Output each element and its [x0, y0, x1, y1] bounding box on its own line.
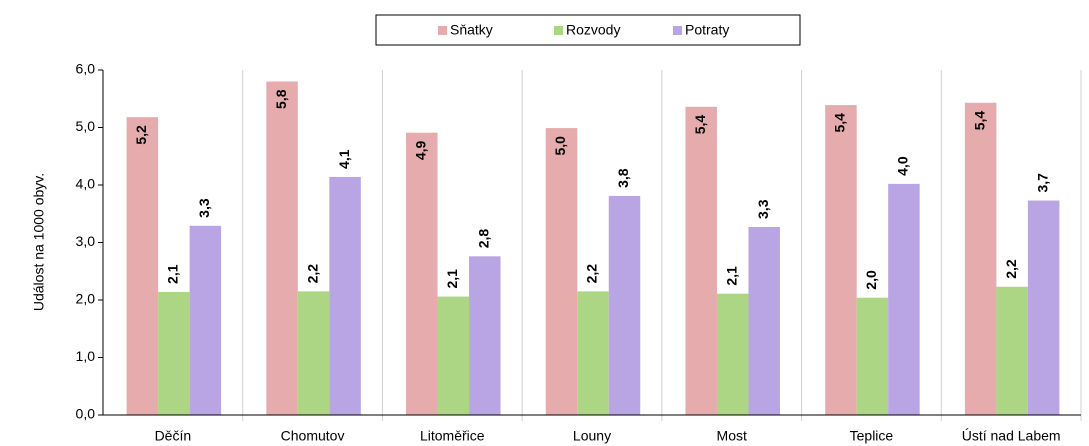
x-tick-label: Chomutov: [281, 428, 345, 444]
data-label: 5,4: [971, 111, 987, 131]
data-label: 2,1: [444, 269, 460, 289]
bar: [437, 296, 470, 415]
legend-label: Rozvody: [566, 22, 620, 38]
data-label: 5,4: [832, 113, 848, 133]
bar: [545, 128, 578, 415]
legend-label: Sňatky: [450, 22, 493, 38]
bar: [406, 132, 438, 416]
bar: [329, 176, 361, 415]
bar: [685, 106, 717, 416]
data-label: 4,9: [412, 140, 428, 160]
data-label: 4,0: [895, 156, 911, 176]
bar: [608, 195, 641, 415]
x-tick-label: Ústí nad Labem: [962, 428, 1061, 444]
data-label: 4,1: [336, 149, 352, 169]
bar: [126, 117, 159, 416]
y-axis-label: Událost na 1000 obyv.: [31, 173, 47, 311]
y-tick-label: 3,0: [76, 233, 96, 249]
bar: [888, 183, 920, 415]
bar: [577, 291, 609, 415]
bar: [266, 81, 298, 415]
x-tick-label: Teplice: [850, 428, 894, 444]
y-tick-label: 0,0: [76, 406, 96, 422]
legend-label: Potraty: [685, 22, 729, 38]
data-label: 3,3: [755, 199, 771, 219]
bar: [964, 102, 997, 416]
data-label: 2,1: [723, 266, 739, 286]
x-tick-label: Louny: [573, 428, 611, 444]
data-label: 5,0: [552, 136, 568, 156]
data-label: 2,1: [165, 264, 181, 284]
data-label: 5,4: [692, 115, 708, 135]
x-tick-label: Litoměřice: [420, 428, 485, 444]
data-label: 5,8: [273, 89, 289, 109]
legend-swatch: [438, 26, 447, 35]
data-label: 3,3: [196, 198, 212, 218]
data-label: 2,8: [475, 229, 491, 249]
bar: [469, 256, 501, 415]
legend-swatch: [554, 26, 563, 35]
bar: [189, 225, 222, 415]
data-label: 3,7: [1034, 173, 1050, 193]
y-tick-label: 5,0: [76, 118, 96, 134]
data-label: 3,8: [615, 168, 631, 188]
data-label: 2,2: [584, 264, 600, 284]
legend-swatch: [673, 26, 682, 35]
x-tick-label: Děčín: [155, 428, 192, 444]
y-tick-label: 1,0: [76, 348, 96, 364]
bar: [856, 297, 889, 415]
bar: [716, 293, 749, 415]
data-label: 2,2: [304, 264, 320, 284]
y-tick-label: 6,0: [76, 61, 96, 77]
data-label: 2,0: [863, 270, 879, 290]
bar: [996, 286, 1028, 415]
bar: [825, 105, 857, 415]
bar: [748, 226, 780, 415]
data-label: 5,2: [133, 125, 149, 145]
bar: [158, 291, 190, 415]
y-tick-label: 2,0: [76, 291, 96, 307]
y-tick-label: 4,0: [76, 176, 96, 192]
bar: [297, 291, 330, 415]
x-tick-label: Most: [717, 428, 747, 444]
bar: [1027, 200, 1060, 415]
data-label: 2,2: [1003, 259, 1019, 279]
